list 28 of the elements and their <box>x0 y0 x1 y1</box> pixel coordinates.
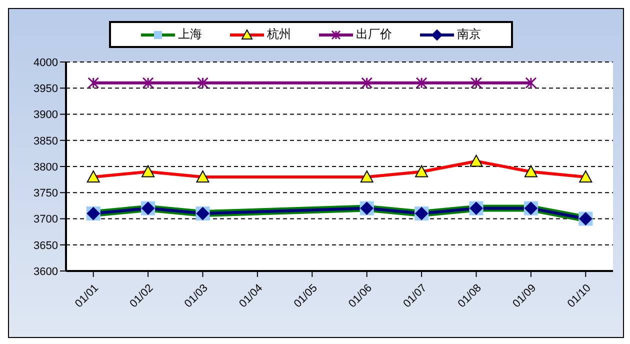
point <box>197 77 208 89</box>
point <box>86 170 100 182</box>
legend-label: 南京 <box>456 26 481 43</box>
point <box>196 170 210 182</box>
y-tick-label: 3650 <box>34 240 58 252</box>
y-tick-label: 3850 <box>34 135 58 148</box>
point <box>142 77 154 89</box>
legend-label: 上海 <box>177 26 202 43</box>
y-tick-label: 3800 <box>34 161 58 174</box>
y-tick-label: 3950 <box>34 83 58 96</box>
legend-label: 出厂价 <box>355 26 392 43</box>
point <box>361 77 373 89</box>
legend-label: 杭州 <box>266 26 291 43</box>
point <box>579 170 592 182</box>
point <box>142 165 155 178</box>
point <box>415 165 428 178</box>
y-tick-label: 3600 <box>34 266 58 278</box>
point <box>470 154 483 167</box>
point <box>524 165 538 178</box>
point <box>360 170 374 182</box>
y-tick-label: 3750 <box>34 188 58 200</box>
point <box>416 77 428 89</box>
point <box>525 77 537 89</box>
point <box>470 77 482 89</box>
y-tick-label: 3900 <box>34 109 58 122</box>
y-tick-label: 4000 <box>34 56 58 69</box>
point <box>88 77 100 89</box>
y-tick-label: 3700 <box>34 214 58 226</box>
